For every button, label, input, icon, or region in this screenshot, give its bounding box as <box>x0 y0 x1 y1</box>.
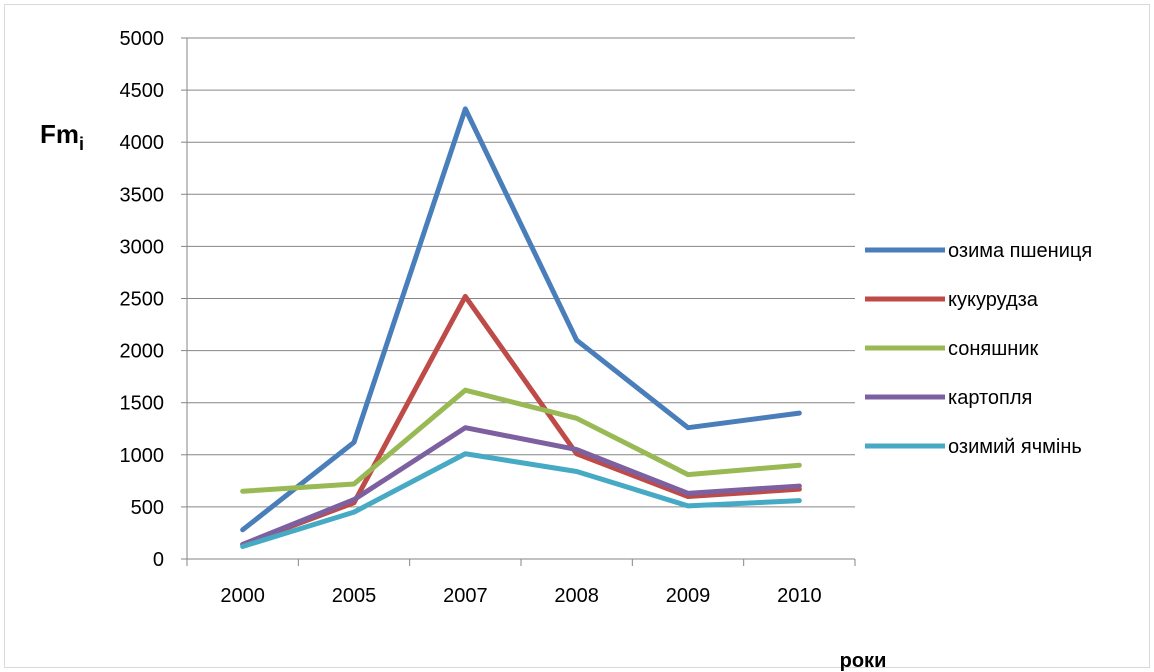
x-tick-label: 2009 <box>666 585 711 607</box>
legend-label: озимий ячмінь <box>948 436 1082 458</box>
y-tick-label: 0 <box>153 549 164 571</box>
legend-label: озима пшениця <box>948 240 1092 262</box>
series-line <box>240 425 802 547</box>
series-line <box>240 451 802 549</box>
series-lines <box>240 106 802 549</box>
x-tick-label: 2007 <box>443 585 488 607</box>
legend-label: кукурудза <box>948 289 1039 311</box>
y-axis-ticks: 0 500 1000 1500 2000 2500 3000 3500 4000 4500 5000 <box>120 28 165 571</box>
y-tick-label: 2000 <box>120 341 165 363</box>
y-tick-label: 3500 <box>120 184 165 206</box>
y-tick-label: 5000 <box>120 28 165 50</box>
y-tick-label: 4000 <box>120 132 165 154</box>
series-line <box>240 106 802 533</box>
axes <box>181 37 856 566</box>
x-tick-label: 2000 <box>220 585 265 607</box>
x-tick-label: 2008 <box>554 585 599 607</box>
x-tick-label: 2005 <box>332 585 377 607</box>
y-axis-label: Fmi <box>40 119 84 154</box>
legend-label: соняшник <box>948 338 1038 360</box>
y-tick-label: 500 <box>131 497 164 519</box>
y-tick-label: 1000 <box>120 445 165 467</box>
x-tick-label: 2010 <box>777 585 822 607</box>
y-tick-label: 1500 <box>120 393 165 415</box>
legend-label: картопля <box>948 387 1032 409</box>
legend: озима пшениця кукурудза соняшник картопля оз… <box>865 240 1092 458</box>
gridlines <box>187 37 855 508</box>
y-tick-label: 4500 <box>120 80 165 102</box>
x-axis-ticks: 2000 2005 2007 2008 2009 2010 <box>220 585 821 607</box>
series-line <box>240 387 802 494</box>
y-tick-label: 3000 <box>120 236 165 258</box>
y-tick-label: 2500 <box>120 289 165 311</box>
x-axis-label: роки <box>840 650 887 672</box>
